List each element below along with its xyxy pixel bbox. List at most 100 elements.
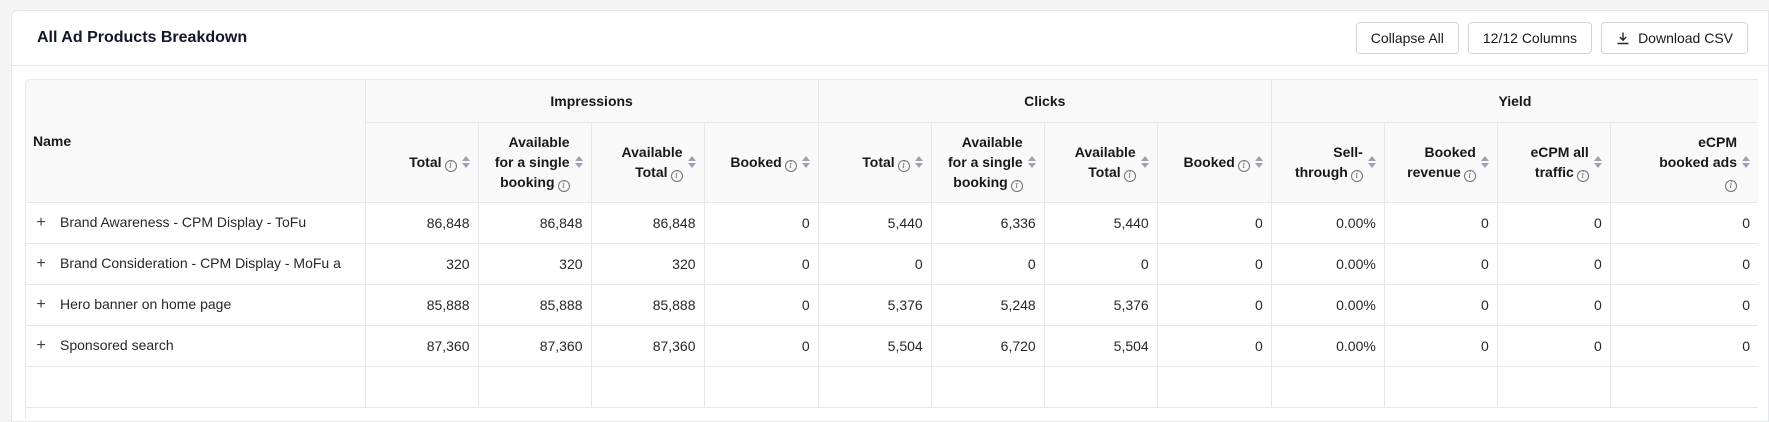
info-icon[interactable]: i — [897, 160, 910, 172]
impressions-group-header: Impressions — [365, 80, 819, 123]
header-label: traffic — [1534, 164, 1574, 180]
table-cell: 0 — [1384, 243, 1498, 285]
sort-icon[interactable] — [1027, 156, 1036, 168]
header-label: for a single — [494, 154, 570, 170]
sort-icon[interactable] — [461, 156, 470, 168]
sell-through-header[interactable]: Sell-through i — [1271, 122, 1385, 203]
header-label: booked ads — [1659, 154, 1737, 170]
table-cell — [1044, 366, 1158, 408]
table-cell: 5,504 — [818, 325, 932, 367]
row-name: Brand Awareness - CPM Display - ToFu — [60, 213, 307, 230]
sort-icon[interactable] — [914, 156, 923, 168]
sort-icon[interactable] — [1480, 156, 1489, 168]
table-row[interactable]: + Brand Consideration - CPM Display - MoF… — [26, 243, 1758, 285]
info-icon[interactable]: i — [557, 180, 570, 192]
download-csv-label: Download CSV — [1638, 30, 1733, 46]
info-icon[interactable]: i — [1576, 170, 1589, 182]
table-cell: 0.00% — [1271, 243, 1385, 285]
sort-icon[interactable] — [1140, 156, 1149, 168]
clicks-single-booking-header[interactable]: Available for a single booking i — [931, 122, 1045, 203]
table-cell: 0 — [1610, 243, 1758, 285]
table-row[interactable] — [26, 366, 1758, 408]
header-label: Booked — [1424, 144, 1476, 160]
table-cell: 0 — [1157, 202, 1272, 244]
expand-icon[interactable]: + — [36, 336, 46, 354]
table-cell: 5,440 — [818, 202, 932, 244]
table-row[interactable]: + Brand Awareness - CPM Display - ToFu 86… — [26, 202, 1758, 244]
table-cell: 0 — [704, 325, 819, 367]
table-cell: 85,888 — [591, 284, 705, 326]
breakdown-table-wrap: Name Impressions Clicks Yield Total i Ava… — [25, 79, 1758, 419]
table-cell: 320 — [478, 243, 592, 285]
info-icon[interactable]: i — [1350, 170, 1363, 182]
header-label: through — [1294, 164, 1348, 180]
info-icon[interactable]: i — [1123, 170, 1136, 182]
table-cell: 0 — [1497, 243, 1611, 285]
sort-icon[interactable] — [1593, 156, 1602, 168]
expand-icon[interactable]: + — [36, 295, 46, 313]
table-cell: 0 — [704, 243, 819, 285]
table-cell — [591, 366, 705, 408]
impressions-available-total-header[interactable]: Available Total i — [591, 122, 705, 203]
clicks-booked-header[interactable]: Booked i — [1157, 122, 1272, 203]
table-cell: 5,376 — [1044, 284, 1158, 326]
expand-icon[interactable]: + — [36, 254, 46, 272]
table-cell: 87,360 — [365, 325, 479, 367]
ecpm-all-traffic-header[interactable]: eCPM all traffic i — [1497, 122, 1611, 203]
columns-button[interactable]: 12/12 Columns — [1467, 22, 1593, 54]
info-icon[interactable]: i — [1463, 170, 1476, 182]
info-icon[interactable]: i — [1010, 180, 1023, 192]
table-cell: 5,248 — [931, 284, 1045, 326]
table-cell: 0 — [1497, 284, 1611, 326]
row-name-cell: + Brand Consideration - CPM Display - MoF… — [26, 243, 366, 285]
collapse-all-button[interactable]: Collapse All — [1355, 22, 1459, 54]
table-cell: 0 — [1157, 284, 1272, 326]
table-cell — [1384, 366, 1498, 408]
name-column-header[interactable]: Name — [26, 80, 366, 203]
table-cell: 6,720 — [931, 325, 1045, 367]
table-cell — [931, 366, 1045, 408]
sort-icon[interactable] — [687, 156, 696, 168]
page-title: All Ad Products Breakdown — [37, 29, 248, 46]
info-icon[interactable]: i — [1725, 180, 1737, 192]
ecpm-booked-ads-header[interactable]: eCPM booked ads i — [1610, 122, 1758, 203]
row-name-cell: + Hero banner on home page — [26, 284, 366, 326]
table-cell: 5,440 — [1044, 202, 1158, 244]
table-cell: 85,888 — [365, 284, 479, 326]
header-label: Booked — [1183, 154, 1235, 170]
info-icon[interactable]: i — [444, 160, 457, 172]
header-label: for a single — [948, 154, 1023, 170]
header-label: Total — [409, 154, 442, 170]
table-row[interactable]: + Sponsored search 87,360 87,360 87,360 0… — [26, 325, 1758, 367]
info-icon[interactable]: i — [1237, 160, 1250, 172]
name-header-label: Name — [33, 132, 72, 149]
table-cell: 86,848 — [365, 202, 479, 244]
info-icon[interactable]: i — [670, 170, 683, 182]
sort-icon[interactable] — [1254, 156, 1263, 168]
sort-icon[interactable] — [574, 156, 583, 168]
table-cell: 5,376 — [818, 284, 932, 326]
info-icon[interactable]: i — [784, 160, 797, 172]
download-csv-button[interactable]: Download CSV — [1601, 22, 1748, 54]
impressions-booked-header[interactable]: Booked i — [704, 122, 819, 203]
table-cell: 0.00% — [1271, 202, 1385, 244]
sort-icon[interactable] — [801, 156, 810, 168]
impressions-single-booking-header[interactable]: Available for a single booking i — [478, 122, 592, 203]
expand-icon[interactable]: + — [36, 213, 46, 231]
download-icon — [1617, 32, 1629, 45]
card-header: All Ad Products Breakdown Collapse All 1… — [12, 11, 1768, 66]
clicks-total-header[interactable]: Total i — [818, 122, 932, 203]
table-cell: 0 — [818, 243, 932, 285]
sort-icon[interactable] — [1742, 156, 1750, 168]
header-actions: Collapse All 12/12 Columns Download CSV — [1355, 22, 1748, 54]
table-cell — [1497, 366, 1611, 408]
sort-icon[interactable] — [1367, 156, 1376, 168]
table-cell: 85,888 — [478, 284, 592, 326]
row-name: Sponsored search — [60, 336, 174, 353]
table-cell: 87,360 — [591, 325, 705, 367]
clicks-available-total-header[interactable]: Available Total i — [1044, 122, 1158, 203]
booked-revenue-header[interactable]: Booked revenue i — [1384, 122, 1498, 203]
table-row[interactable]: + Hero banner on home page 85,888 85,888 … — [26, 284, 1758, 326]
impressions-total-header[interactable]: Total i — [365, 122, 479, 203]
header-label: Total — [862, 154, 895, 170]
